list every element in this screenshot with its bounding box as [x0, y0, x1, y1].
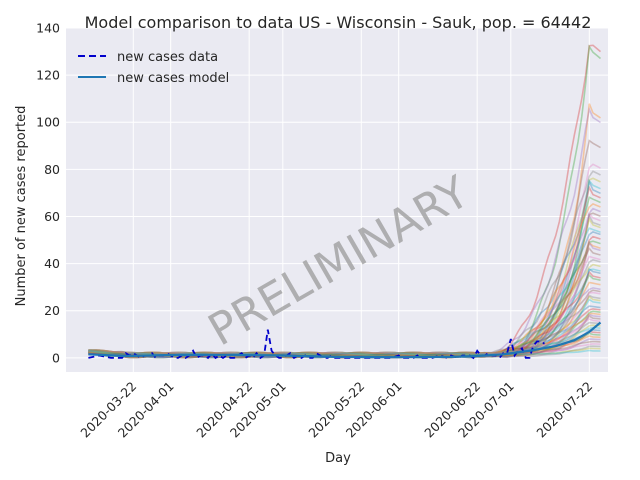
grid	[66, 27, 608, 372]
y-tick-label: 60	[44, 209, 60, 224]
y-tick-label: 100	[36, 115, 60, 130]
y-tick-label: 120	[36, 68, 60, 83]
x-axis-label: Day	[325, 451, 351, 466]
ensemble-trajectory	[88, 247, 601, 355]
ensemble-trajectory	[88, 106, 601, 355]
ensemble-trajectory	[88, 44, 602, 358]
y-tick-label: 0	[52, 350, 60, 365]
ensemble-trajectory	[88, 318, 601, 355]
ensemble-trajectory	[88, 212, 601, 358]
x-tick-label: 2020-07-22	[533, 379, 595, 441]
series-line-new-cases-model	[88, 321, 602, 359]
ensemble-trajectory	[88, 263, 601, 356]
ensemble-trajectory	[88, 273, 601, 355]
y-tick-label: 80	[44, 162, 60, 177]
legend: new cases data new cases model	[78, 50, 229, 86]
y-tick-label: 40	[44, 256, 60, 271]
y-tick-labels: 0 20 40 60 80 100 120 140	[36, 21, 60, 366]
y-tick-label: 20	[44, 303, 60, 318]
y-tick-label: 140	[36, 21, 60, 36]
series-layer	[88, 321, 602, 360]
legend-label-model: new cases model	[117, 71, 229, 86]
ensemble-trajectory	[88, 207, 601, 356]
ensemble-trajectory	[88, 217, 601, 355]
chart-title: Model comparison to data US - Wisconsin …	[85, 13, 592, 32]
plot-background	[66, 28, 608, 372]
ensemble-trajectory	[88, 185, 601, 355]
y-axis-label: Number of new cases reported	[14, 106, 29, 307]
legend-label-data: new cases data	[117, 50, 218, 65]
